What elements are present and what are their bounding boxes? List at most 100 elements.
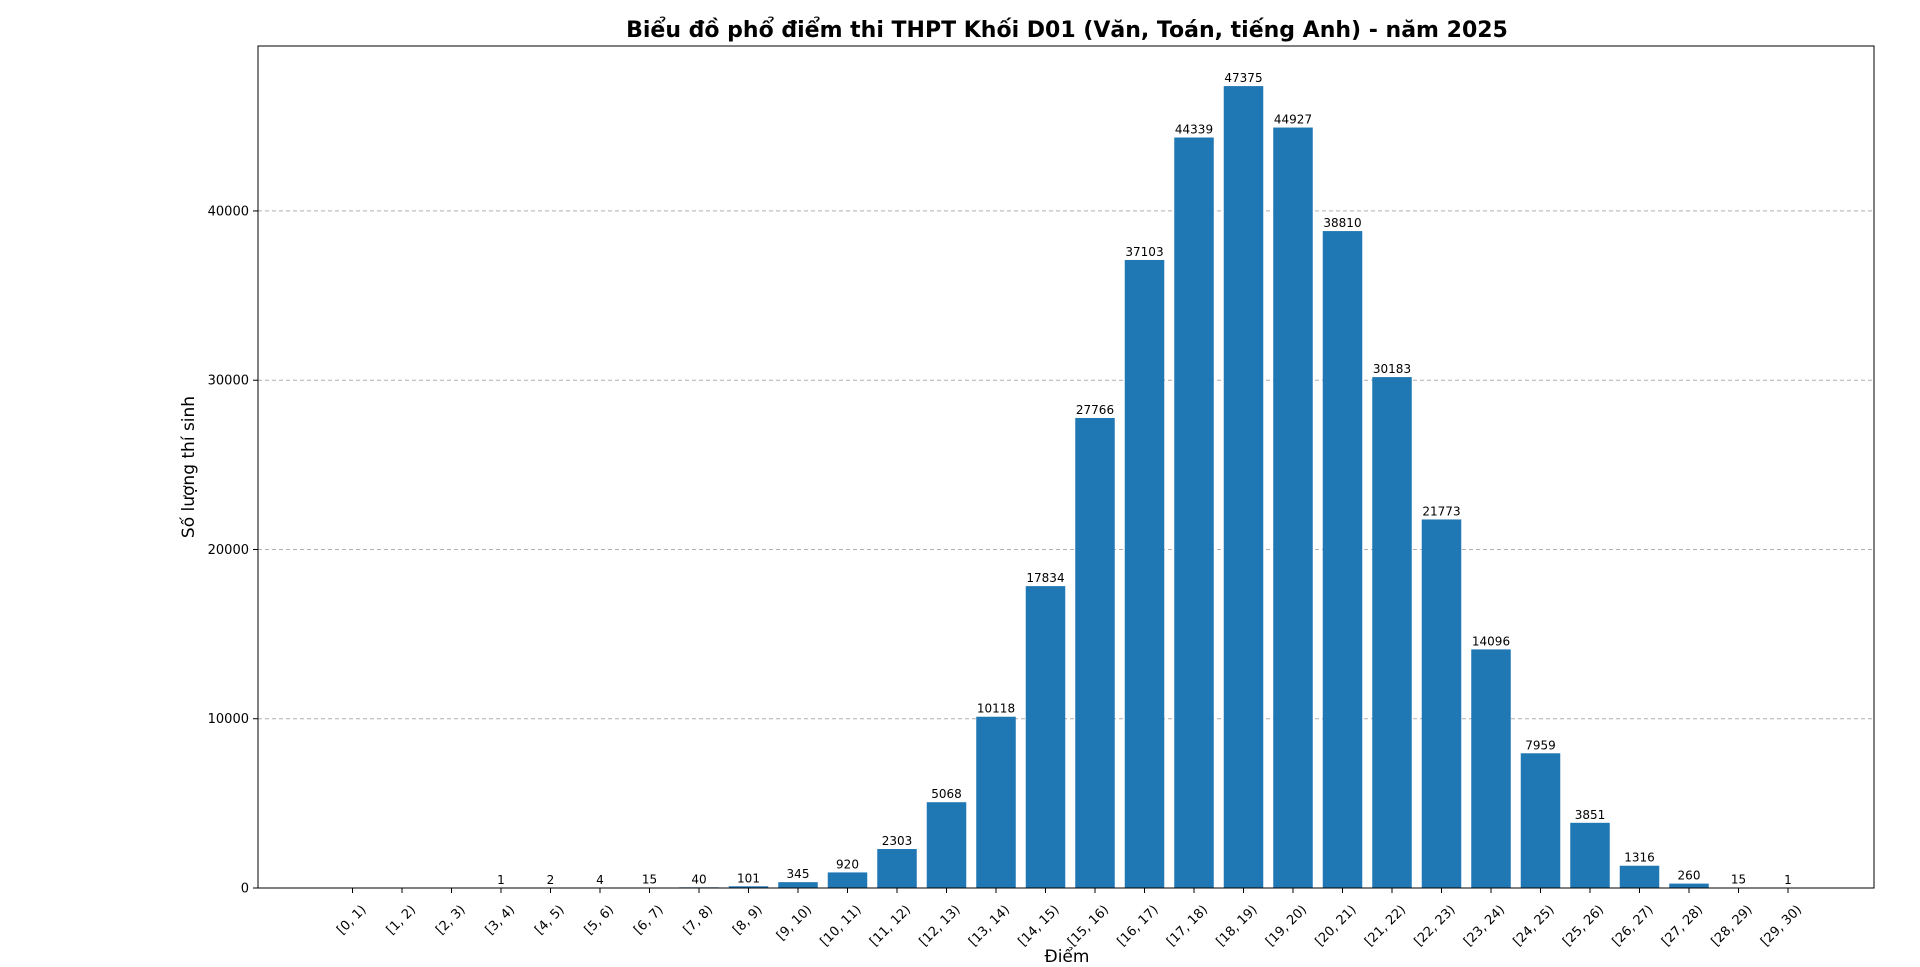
data-label: 10118 — [977, 702, 1015, 716]
x-tick-label: [4, 5) — [532, 902, 567, 937]
x-tick-label: [19, 20) — [1263, 902, 1310, 949]
x-tick-label-group: [11, 12) — [867, 902, 914, 949]
data-label: 38810 — [1323, 216, 1361, 230]
x-tick-label: [14, 15) — [1016, 902, 1063, 949]
x-tick-label: [24, 25) — [1511, 902, 1558, 949]
x-tick-label: [11, 12) — [867, 902, 914, 949]
bar — [827, 872, 868, 888]
x-tick-label: [21, 22) — [1362, 902, 1409, 949]
x-tick-label-group: [18, 19) — [1214, 902, 1261, 949]
x-tick-label-group: [25, 26) — [1560, 902, 1607, 949]
data-label: 27766 — [1076, 403, 1114, 417]
x-tick-label: [5, 6) — [582, 902, 617, 937]
data-labels: 1 2 4 15 40 101 345 920 2303 5068 10118 17834 27766 3… — [497, 71, 1792, 887]
x-tick-label-group: [3, 4) — [483, 902, 518, 937]
x-tick-label: [25, 26) — [1560, 902, 1607, 949]
x-tick-label-group: [8, 9) — [730, 902, 765, 937]
data-label: 30183 — [1373, 362, 1411, 376]
x-tick-label-group: [7, 8) — [681, 902, 716, 937]
x-tick-label: [23, 24) — [1461, 902, 1508, 949]
data-label: 17834 — [1026, 571, 1064, 585]
plot-frame — [257, 45, 1875, 889]
x-tick-label-group: [29, 30) — [1758, 902, 1805, 949]
bar — [1174, 137, 1214, 888]
x-tick-label: [10, 11) — [818, 902, 865, 949]
x-tick-label-group: [10, 11) — [818, 902, 865, 949]
data-label: 4 — [596, 873, 604, 887]
data-label: 40 — [691, 872, 706, 886]
data-label: 44339 — [1175, 122, 1213, 136]
x-tick-label-group: [27, 28) — [1659, 902, 1706, 949]
x-tick-label-group: [15, 16) — [1065, 902, 1112, 949]
x-tick-label-group: [13, 14) — [966, 902, 1013, 949]
bar — [1223, 86, 1264, 889]
bar — [1372, 377, 1412, 888]
x-tick-label: [27, 28) — [1659, 902, 1706, 949]
x-tick-label: [22, 23) — [1412, 902, 1459, 949]
y-tick-label: 0 — [241, 882, 249, 897]
bar — [877, 849, 917, 888]
bar — [778, 882, 818, 888]
x-tick-label: [7, 8) — [681, 902, 716, 937]
x-tick-label-group: [9, 10) — [774, 902, 815, 943]
x-tick-label-group: [2, 3) — [433, 902, 468, 937]
chart-title: Biểu đồ phổ điểm thi THPT Khối D01 (Văn,… — [626, 17, 1508, 43]
data-label: 37103 — [1125, 245, 1163, 259]
x-tick-label: [17, 18) — [1164, 902, 1211, 949]
grid-lines — [258, 210, 1874, 720]
x-tick-label: [9, 10) — [774, 902, 815, 943]
bar — [976, 716, 1016, 888]
x-tick-label-group: [24, 25) — [1511, 902, 1558, 949]
y-tick-label: 40000 — [208, 204, 249, 219]
data-label: 1316 — [1624, 851, 1655, 865]
bar — [1471, 649, 1511, 888]
bar — [1619, 865, 1660, 888]
x-axis: [0, 1) [1, 2) [2, 3) [3, 4) [4, 5) [5, 6) [6, … — [334, 888, 1805, 950]
data-label: 15 — [642, 873, 657, 887]
x-tick-label-group: [5, 6) — [582, 902, 617, 937]
bar — [1025, 586, 1066, 888]
data-label: 1 — [497, 873, 505, 887]
data-label: 47375 — [1224, 71, 1262, 85]
data-label: 3851 — [1575, 808, 1606, 822]
x-tick-label: [12, 13) — [917, 902, 964, 949]
x-tick-label: [1, 2) — [384, 902, 419, 937]
data-label: 2303 — [882, 834, 913, 848]
data-label: 2 — [547, 873, 555, 887]
bar — [1075, 418, 1115, 888]
x-tick-label: [20, 21) — [1313, 902, 1360, 949]
data-label: 920 — [836, 857, 859, 871]
data-label: 345 — [787, 867, 810, 881]
y-axis-title: Số lượng thí sinh — [178, 396, 199, 538]
x-tick-label-group: [1, 2) — [384, 902, 419, 937]
x-tick-label-group: [26, 27) — [1610, 902, 1657, 949]
y-tick-label: 20000 — [208, 543, 249, 558]
x-tick-label: [29, 30) — [1758, 902, 1805, 949]
y-tick-label: 10000 — [208, 712, 249, 727]
data-label: 15 — [1731, 873, 1746, 887]
x-tick-label: [3, 4) — [483, 902, 518, 937]
data-label: 14096 — [1472, 634, 1510, 648]
x-tick-label: [18, 19) — [1214, 902, 1261, 949]
data-label: 21773 — [1422, 504, 1460, 518]
data-label: 260 — [1678, 869, 1701, 883]
x-tick-label-group: [21, 22) — [1362, 902, 1409, 949]
data-label: 1 — [1784, 873, 1792, 887]
x-axis-title: Điểm — [1045, 946, 1090, 967]
bar — [1322, 231, 1363, 888]
x-tick-label: [28, 29) — [1709, 902, 1756, 949]
bar — [1273, 127, 1313, 888]
bar — [926, 802, 967, 888]
x-tick-label-group: [6, 7) — [631, 902, 666, 937]
x-tick-label: [0, 1) — [334, 902, 369, 937]
bar — [728, 886, 769, 888]
bar — [1124, 259, 1165, 888]
x-tick-label-group: [0, 1) — [334, 902, 369, 937]
data-label: 101 — [737, 871, 760, 885]
bar — [1669, 883, 1709, 888]
x-tick-label-group: [22, 23) — [1412, 902, 1459, 949]
x-tick-label-group: [12, 13) — [917, 902, 964, 949]
data-label: 5068 — [931, 787, 962, 801]
y-axis: 0 10000 20000 30000 40000 — [208, 204, 258, 897]
